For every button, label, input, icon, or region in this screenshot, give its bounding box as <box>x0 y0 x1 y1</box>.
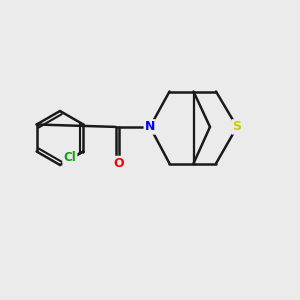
Text: S: S <box>232 120 242 134</box>
Text: O: O <box>114 157 124 170</box>
Text: N: N <box>145 120 155 134</box>
Text: Cl: Cl <box>64 151 76 164</box>
